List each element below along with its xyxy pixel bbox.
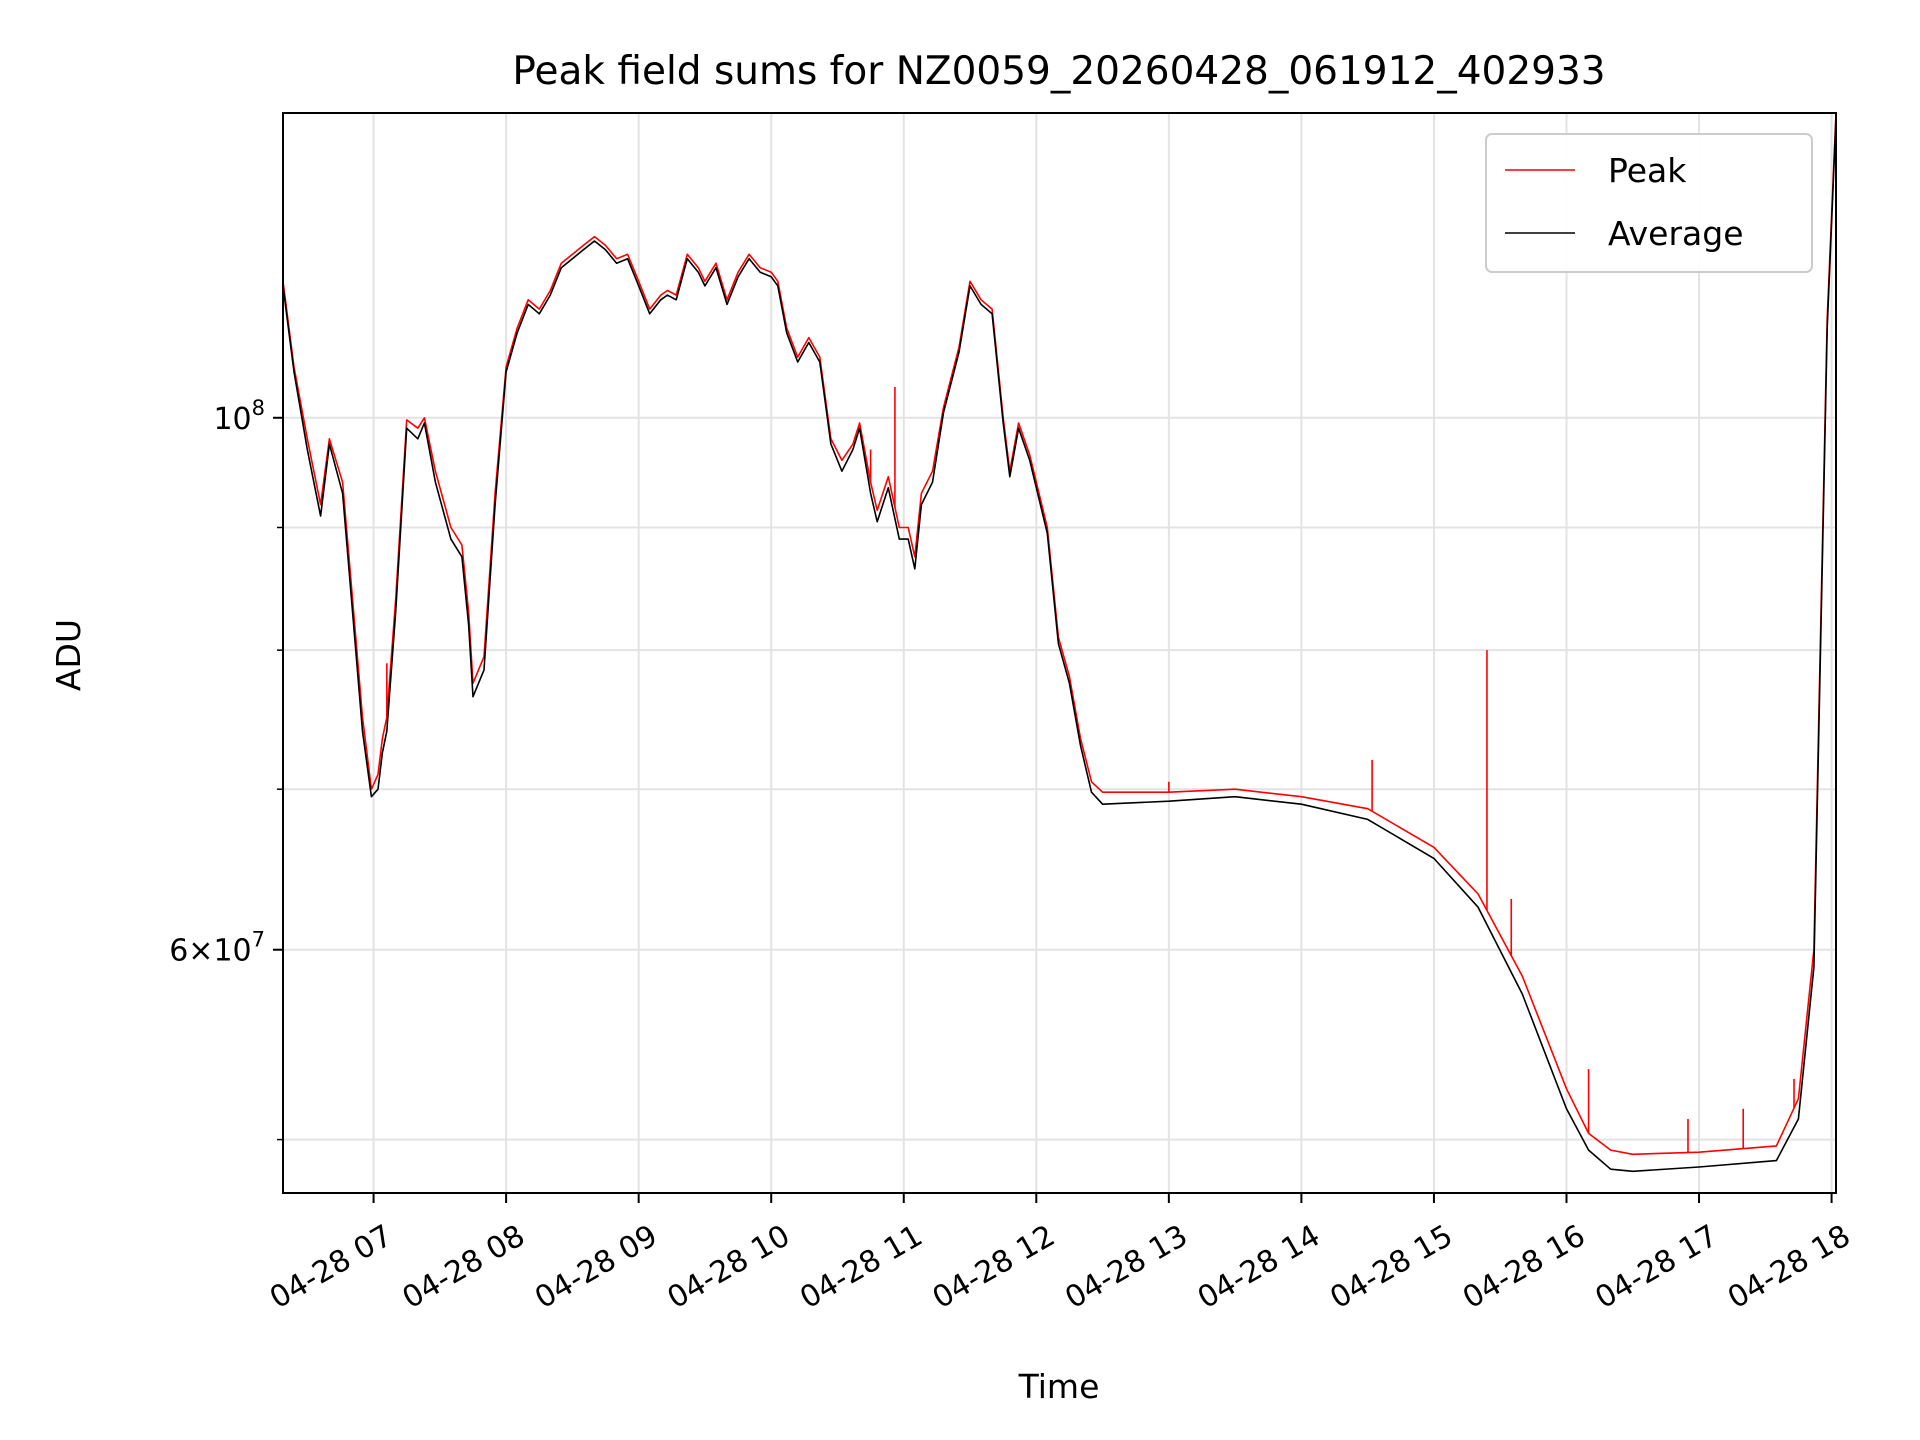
legend-label-average: Average <box>1608 214 1744 253</box>
legend-label-peak: Peak <box>1608 151 1687 190</box>
series-layer <box>283 113 1836 1173</box>
series-line-peak <box>283 113 1836 1156</box>
legend-box <box>1485 133 1813 273</box>
x-axis-label: Time <box>1018 1367 1100 1406</box>
legend: Peak Average <box>1485 133 1813 273</box>
chart-title: Peak field sums for NZ0059_20260428_0619… <box>512 49 1605 94</box>
y-tick-label: 6×107 <box>169 928 265 969</box>
series-line-average <box>283 116 1836 1173</box>
plot-frame <box>282 112 1837 1194</box>
grid <box>283 113 1836 1193</box>
y-axis-label: ADU <box>49 619 88 691</box>
y-tick-label: 108 <box>213 396 265 437</box>
